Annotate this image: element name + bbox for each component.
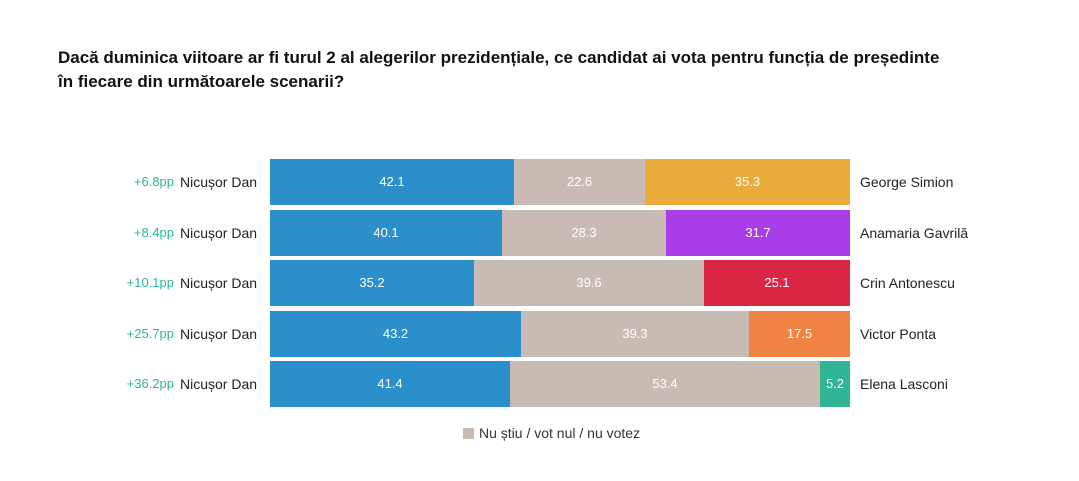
right-candidate-label: Victor Ponta: [860, 325, 937, 342]
chart-row: +8.4pp Nicușor Dan 40.1 28.3 31.7 Anamaria Ga…: [0, 209, 1079, 256]
stacked-bar: 42.1 22.6 35.3: [270, 159, 850, 205]
bar-segment-left-candidate: 43.2: [270, 310, 521, 357]
bar-segment-left-candidate: 41.4: [270, 361, 510, 407]
bar-segment-undecided: 39.6: [474, 260, 704, 306]
chart-row: +6.8pp Nicușor Dan 42.1 22.6 35.3 George Simi…: [0, 159, 1079, 205]
bar-segment-left-candidate: 42.1: [270, 159, 514, 205]
left-candidate-label: Nicușor Dan: [180, 224, 258, 241]
chart-row: +25.7pp Nicușor Dan 43.2 39.3 17.5 Victor Pon…: [0, 310, 1079, 357]
bar-segment-left-candidate: 40.1: [270, 209, 502, 256]
chart-row: +36.2pp Nicușor Dan 41.4 53.4 5.2 Elena Lasco…: [0, 361, 1079, 407]
left-candidate-label: Nicușor Dan: [180, 275, 258, 291]
difference-label: +25.7pp: [126, 325, 174, 341]
bar-segment-undecided: 22.6: [514, 159, 645, 205]
chart-row: +10.1pp Nicușor Dan 35.2 39.6 25.1 Crin Anton…: [0, 260, 1079, 306]
legend-swatch: [463, 427, 474, 439]
stacked-bar: 40.1 28.3 31.7: [270, 209, 850, 256]
right-candidate-label: George Simion: [860, 174, 954, 190]
bar-segment-undecided: 28.3: [502, 209, 666, 256]
bar-segment-right-candidate: 35.3: [645, 159, 850, 205]
stacked-bar: 35.2 39.6 25.1: [270, 260, 850, 306]
bar-segment-right-candidate: 5.2: [820, 361, 850, 407]
bar-segment-undecided: 39.3: [521, 310, 749, 357]
bar-segment-right-candidate: 17.5: [749, 310, 850, 357]
difference-label: +6.8pp: [133, 174, 174, 189]
right-candidate-label: Crin Antonescu: [860, 275, 955, 291]
legend-label: Nu știu / vot nul / nu votez: [479, 425, 641, 441]
stacked-bar: 41.4 53.4 5.2: [270, 361, 850, 407]
difference-label: +10.1pp: [126, 275, 174, 290]
chart-title: Dacă duminica viitoare ar fi turul 2 al …: [58, 48, 940, 91]
stacked-bar: 43.2 39.3 17.5: [270, 310, 850, 357]
right-candidate-label: Elena Lasconi: [860, 376, 948, 392]
left-candidate-label: Nicușor Dan: [180, 376, 258, 392]
difference-label: +8.4pp: [133, 224, 174, 240]
right-candidate-label: Anamaria Gavrilă: [860, 224, 969, 241]
bar-segment-right-candidate: 31.7: [666, 209, 850, 256]
bar-segment-left-candidate: 35.2: [270, 260, 474, 306]
difference-label: +36.2pp: [126, 376, 174, 391]
legend: Nu știu / vot nul / nu votez: [463, 424, 640, 442]
left-candidate-label: Nicușor Dan: [180, 174, 258, 190]
left-candidate-label: Nicușor Dan: [180, 325, 258, 342]
bar-segment-undecided: 53.4: [510, 361, 820, 407]
bar-segment-right-candidate: 25.1: [704, 260, 850, 306]
